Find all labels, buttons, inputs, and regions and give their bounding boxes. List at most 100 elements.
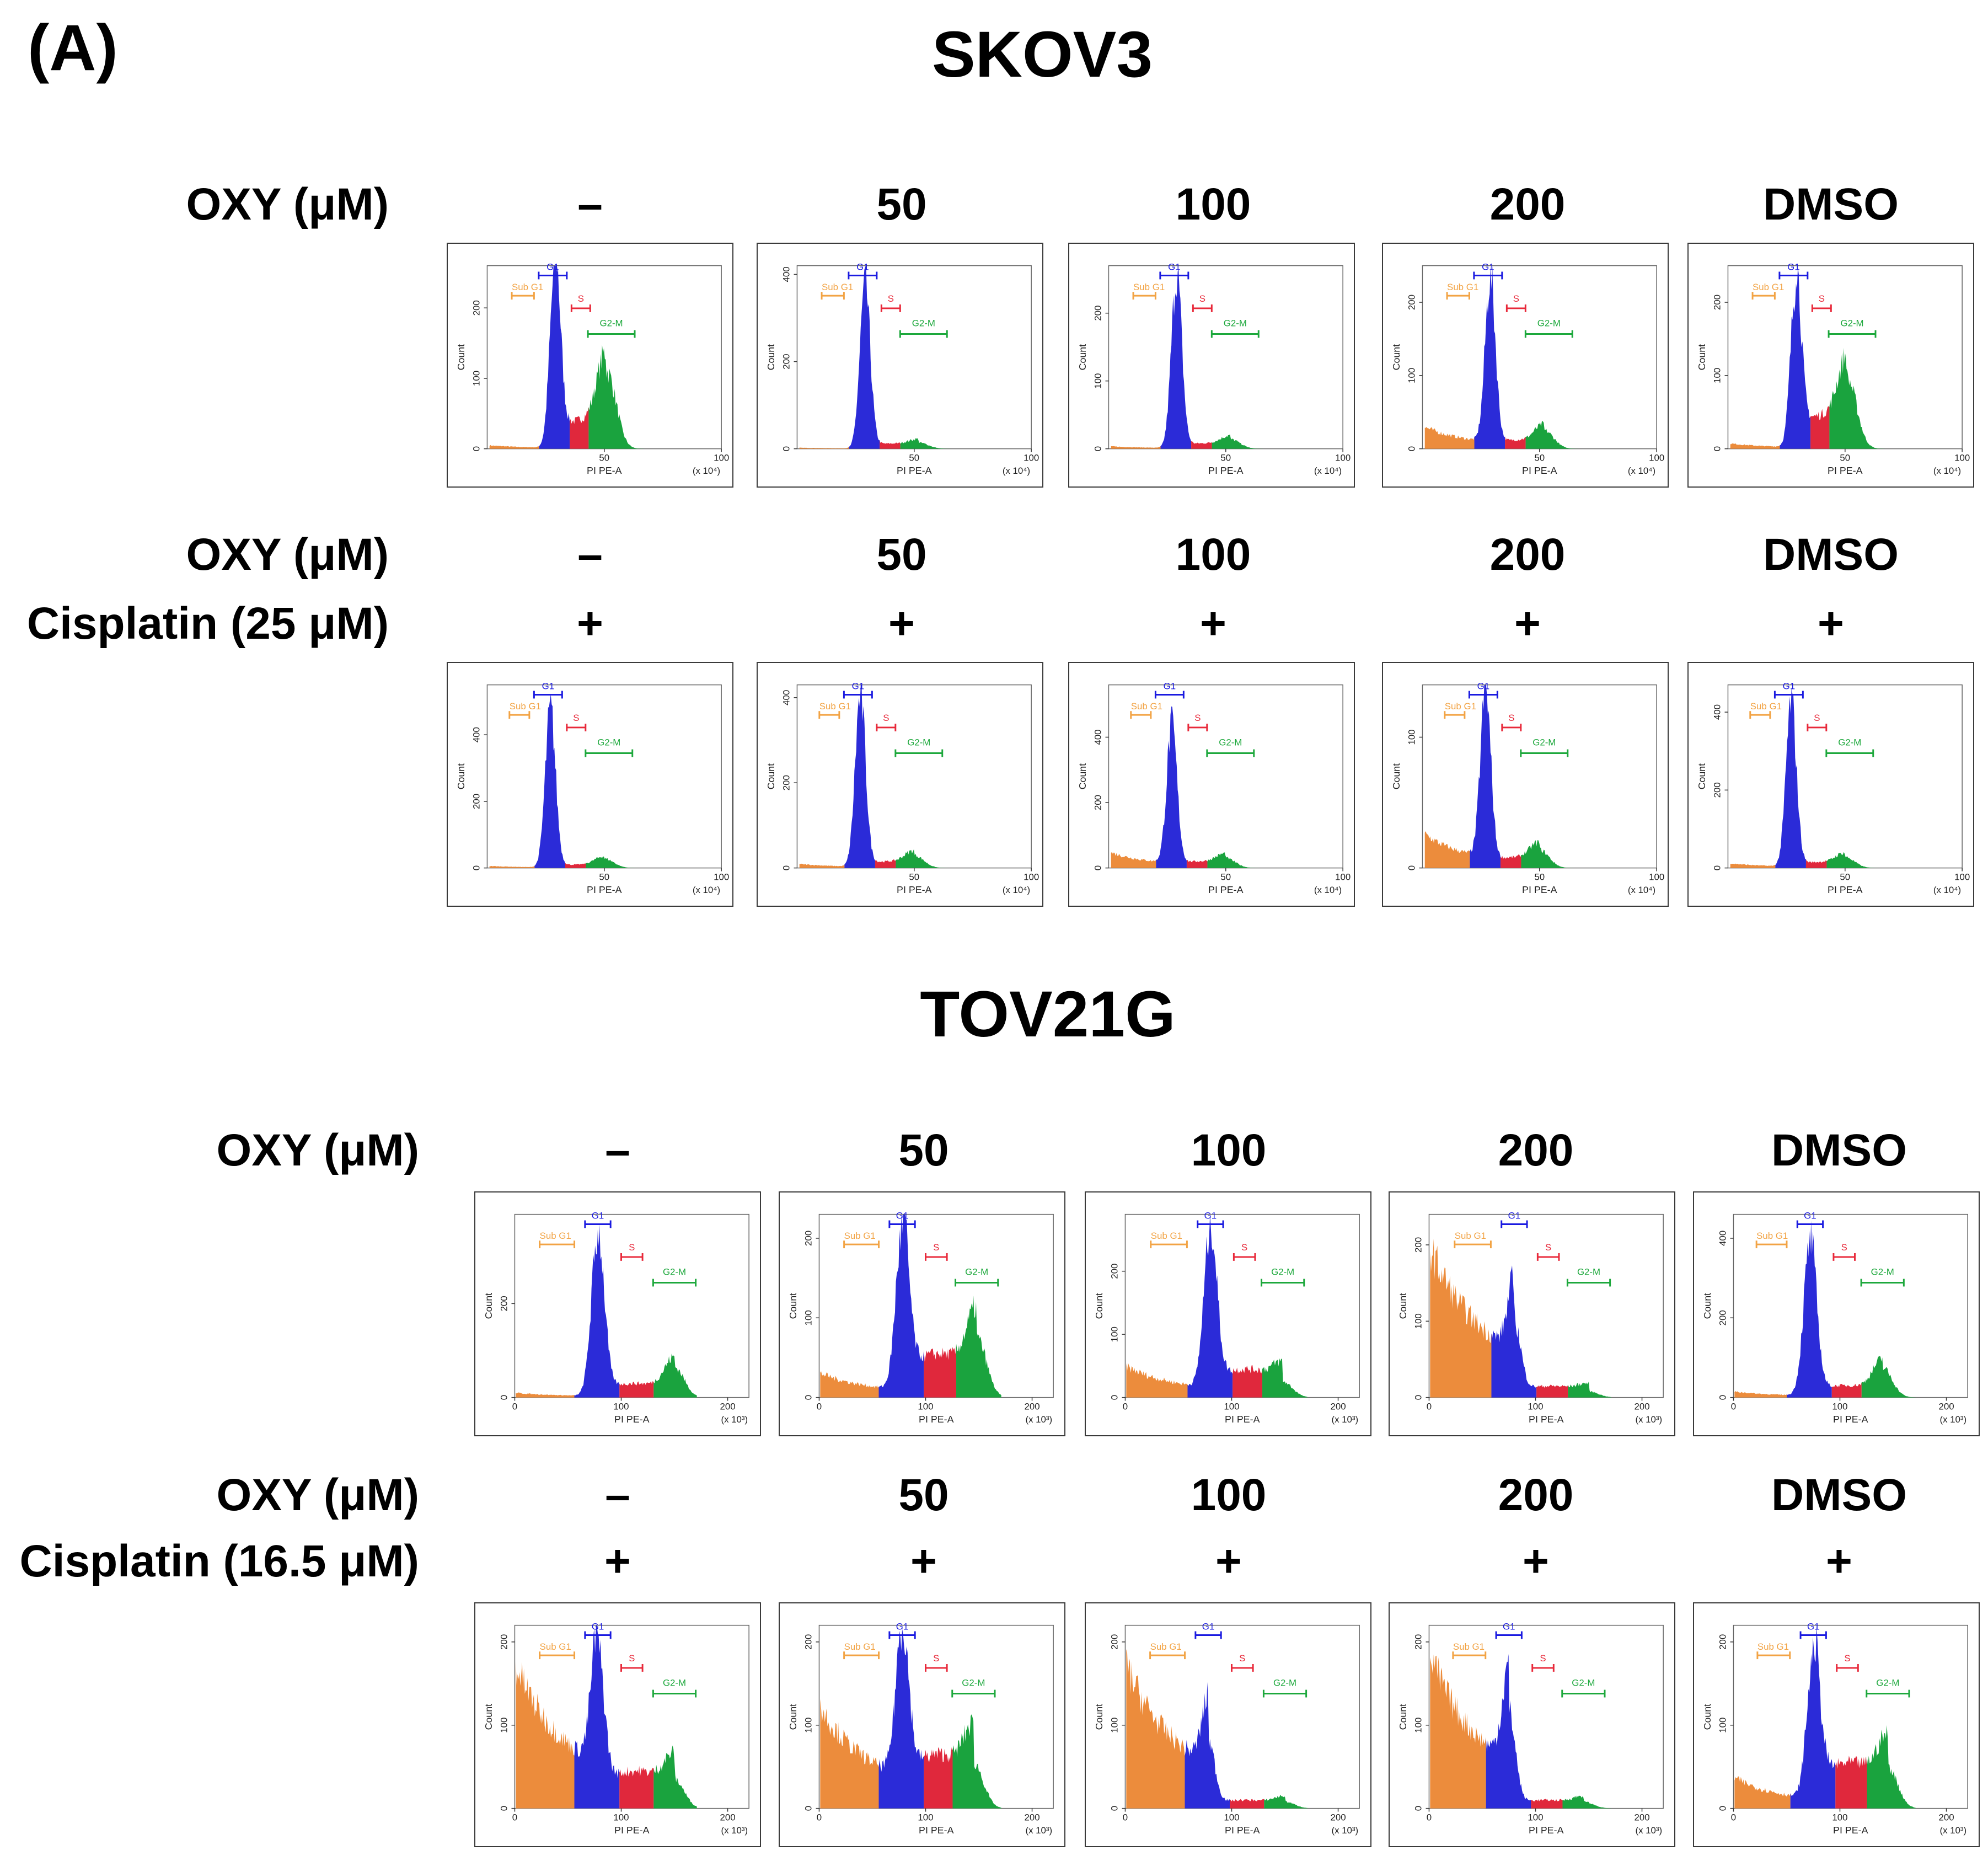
y-tick-label: 0 <box>1718 1395 1728 1400</box>
gate-s-label: S <box>1540 1653 1546 1664</box>
x-tick-label: 50 <box>1220 452 1231 463</box>
gate-g2-m-label: G2-M <box>1273 1678 1296 1688</box>
y-tick-label: 200 <box>1712 295 1723 310</box>
x-tick-label: 50 <box>1534 871 1545 882</box>
x-axis-label: PI PE-A <box>1522 884 1557 895</box>
histogram-plot-tov21g-1-3: Sub G1 G1 S G2-M 0 100 200 0 100 200 Count PI PE-A (… <box>1389 1602 1675 1847</box>
histogram-g2-region <box>1826 852 1911 868</box>
y-axis-label: Count <box>1391 344 1402 371</box>
gate-g1-label: G1 <box>592 1622 604 1632</box>
y-tick-label: 100 <box>1093 373 1103 389</box>
histogram-svg: Sub G1 G1 S G2-M 0 100 200 50 100 Count PI PE-A (x … <box>1391 262 1664 477</box>
y-tick-label: 0 <box>1712 446 1723 451</box>
x-axis-multiplier: (x 10⁴) <box>1314 885 1342 895</box>
y-axis-label: Count <box>483 1293 494 1319</box>
gate-sub-g1-label: Sub G1 <box>1445 701 1476 712</box>
gate-g2-m-label: G2-M <box>1577 1267 1600 1277</box>
x-axis-label: PI PE-A <box>1225 1414 1260 1425</box>
x-axis-label: PI PE-A <box>1208 884 1244 895</box>
x-axis-multiplier: (x 10⁴) <box>693 885 720 895</box>
gate-g1-label: G1 <box>1783 681 1795 692</box>
histogram-plot-tov21g-1-1: Sub G1 G1 S G2-M 0 100 200 0 100 200 Count PI PE-A (… <box>779 1602 1065 1847</box>
y-tick-label: 100 <box>1413 1313 1424 1329</box>
x-tick-label: 100 <box>1224 1812 1239 1822</box>
y-tick-label: 0 <box>1712 865 1723 870</box>
histogram-plot-tov21g-1-4: Sub G1 G1 S G2-M 0 100 200 0 100 200 Count PI PE-A (… <box>1693 1602 1980 1847</box>
x-tick-label: 100 <box>1649 871 1664 882</box>
y-tick-label: 200 <box>499 1296 510 1311</box>
x-tick-label: 200 <box>1330 1401 1346 1411</box>
x-axis-multiplier: (x 10³) <box>721 1414 748 1425</box>
histogram-g2-region <box>1568 1381 1611 1398</box>
histogram-g1-region <box>534 694 565 868</box>
y-axis-label: Count <box>1094 1293 1105 1319</box>
gate-g2-m-label: G2-M <box>1532 737 1556 748</box>
gate-g1-label: G1 <box>896 1211 908 1221</box>
histogram-g1-region <box>844 684 875 868</box>
histogram-g2-region <box>1207 852 1292 868</box>
y-tick-label: 0 <box>1718 1806 1728 1811</box>
row-label-skov3-0-0: OXY (μM) <box>186 179 389 229</box>
histogram-g1-region <box>1185 1682 1230 1809</box>
gate-g2-m-label: G2-M <box>962 1678 985 1688</box>
gate-s-label: S <box>629 1242 635 1253</box>
y-tick-label: 200 <box>803 1231 814 1246</box>
x-tick-label: 100 <box>1954 871 1970 882</box>
x-axis-multiplier: (x 10³) <box>1331 1414 1358 1425</box>
gate-g2-m-label: G2-M <box>1224 318 1247 329</box>
cisplatin-mark-tov21g-2: + <box>1215 1536 1242 1586</box>
histogram-svg: Sub G1 G1 S G2-M 0 100 200 0 100 200 Count PI PE-A (… <box>1397 1211 1664 1425</box>
y-tick-label: 0 <box>1093 446 1103 451</box>
section-title-tov21g: TOV21G <box>920 978 1176 1051</box>
y-tick-label: 0 <box>1110 1806 1120 1811</box>
histogram-g2-region <box>653 1354 697 1398</box>
x-tick-label: 100 <box>1649 452 1664 463</box>
plot-frame <box>1422 265 1657 450</box>
y-axis-label: Count <box>456 344 467 371</box>
x-tick-label: 100 <box>613 1812 629 1822</box>
histogram-g1-region <box>1474 265 1505 449</box>
gate-s-label: S <box>1239 1653 1245 1664</box>
histogram-plot-tov21g-1-2: Sub G1 G1 S G2-M 0 100 200 0 100 200 Count PI PE-A (… <box>1085 1602 1371 1847</box>
y-tick-label: 0 <box>781 865 792 870</box>
histogram-g2-region <box>586 856 670 868</box>
x-tick-label: 100 <box>1024 452 1039 463</box>
gate-s-label: S <box>1513 293 1519 304</box>
gate-s-label: S <box>1194 713 1201 723</box>
y-axis-label: Count <box>787 1704 799 1730</box>
gate-s-label: S <box>578 293 584 304</box>
gate-sub-g1-label: Sub G1 <box>844 1641 876 1652</box>
histogram-g1-region <box>574 1625 620 1809</box>
x-axis-multiplier: (x 10⁴) <box>1314 466 1342 476</box>
histogram-g1-region <box>1486 1654 1531 1809</box>
y-tick-label: 0 <box>1407 446 1417 451</box>
histogram-g2-region <box>956 1296 1001 1398</box>
gate-s-label: S <box>1545 1242 1551 1253</box>
histogram-sub-region <box>516 1661 575 1809</box>
column-label-tov21g-0-0: – <box>605 1125 630 1175</box>
gate-g2-m-label: G2-M <box>1840 318 1863 329</box>
y-axis-label: Count <box>765 763 776 790</box>
histogram-s-region <box>880 440 901 449</box>
y-tick-label: 200 <box>1413 1634 1424 1650</box>
x-tick-label: 200 <box>720 1812 735 1822</box>
gate-g2-m-label: G2-M <box>663 1267 686 1277</box>
x-axis-multiplier: (x 10³) <box>1939 1414 1966 1425</box>
gate-g1-label: G1 <box>1477 681 1489 692</box>
gate-sub-g1-label: Sub G1 <box>1753 282 1784 292</box>
gate-g2-m-label: G2-M <box>912 318 935 329</box>
histogram-s-region <box>924 1344 957 1398</box>
x-tick-label: 0 <box>817 1812 822 1822</box>
cisplatin-mark-tov21g-4: + <box>1826 1536 1852 1586</box>
plot-frame <box>1733 1213 1968 1398</box>
histogram-sub-region <box>1126 1649 1185 1809</box>
x-tick-label: 50 <box>1840 871 1850 882</box>
y-tick-label: 200 <box>1110 1264 1120 1279</box>
y-tick-label: 0 <box>1413 1395 1424 1400</box>
histogram-g2-region <box>1867 1725 1916 1809</box>
y-axis-label: Count <box>787 1293 799 1319</box>
histogram-svg: Sub G1 G1 S G2-M 0 100 200 0 100 200 Count PI PE-A (… <box>1702 1622 1968 1836</box>
gate-g2-m-label: G2-M <box>1572 1678 1595 1688</box>
histogram-sub-region <box>799 447 849 449</box>
